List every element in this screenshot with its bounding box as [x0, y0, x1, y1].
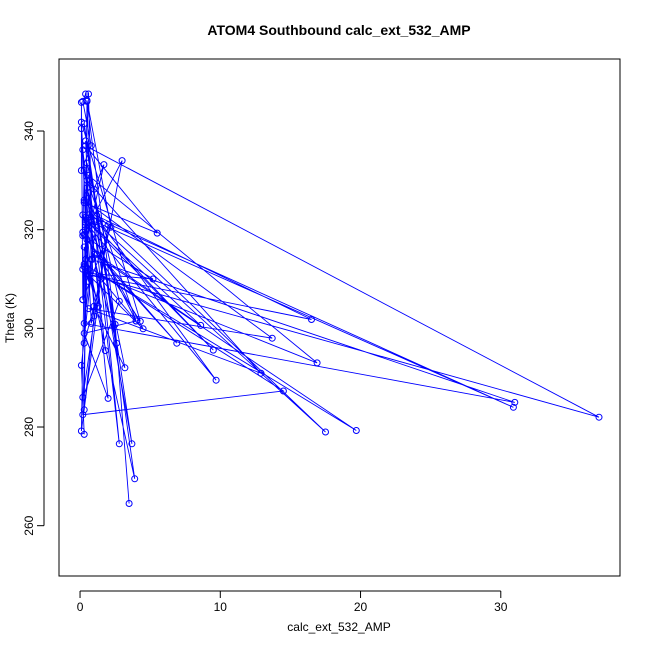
data-point	[153, 229, 161, 237]
chart-title: ATOM4 Southbound calc_ext_532_AMP	[207, 22, 470, 38]
data-point	[104, 394, 112, 402]
data-point	[80, 243, 88, 251]
data-point	[111, 320, 119, 328]
data-point	[80, 167, 88, 174]
data-point	[94, 302, 102, 310]
data-point	[80, 430, 88, 438]
data-point	[79, 232, 87, 240]
data-point	[82, 255, 90, 263]
data-point	[100, 161, 108, 169]
data-point	[97, 275, 105, 283]
data-point	[80, 199, 88, 207]
y-tick-label: 300	[22, 318, 36, 338]
data-point	[77, 167, 85, 174]
data-point	[212, 376, 220, 384]
data-point	[93, 250, 101, 258]
y-axis-label: Theta (K)	[3, 293, 17, 343]
data-point	[77, 361, 85, 369]
data-point	[82, 137, 90, 145]
y-tick-label: 320	[22, 219, 36, 239]
data-point	[87, 319, 95, 327]
data-point	[79, 411, 87, 419]
series-layer	[77, 90, 603, 507]
data-point	[107, 223, 115, 231]
data-point	[257, 369, 265, 377]
data-point	[139, 325, 147, 333]
data-point	[79, 265, 87, 273]
data-point	[83, 176, 91, 184]
data-point	[115, 440, 123, 448]
data-point	[80, 196, 88, 204]
data-point	[352, 427, 360, 434]
x-axis: 0 10 20 30	[77, 590, 508, 614]
data-point	[79, 228, 87, 236]
data-point	[125, 500, 133, 507]
data-point	[90, 302, 98, 310]
x-tick-label: 20	[354, 600, 368, 614]
x-tick-label: 0	[77, 600, 84, 614]
data-point	[80, 329, 88, 337]
data-point	[80, 406, 88, 414]
data-point	[308, 316, 315, 323]
x-tick-label: 30	[494, 600, 508, 614]
data-point	[77, 98, 85, 106]
x-tick-label: 10	[214, 600, 228, 614]
data-point	[595, 413, 603, 421]
y-axis: 260 280 300 320 340	[22, 121, 45, 536]
data-point	[85, 189, 92, 197]
data-point	[89, 255, 97, 263]
data-point	[80, 339, 88, 347]
data-point	[79, 97, 87, 105]
data-point	[101, 347, 109, 355]
data-point	[118, 157, 126, 165]
x-axis-label: calc_ext_532_AMP	[287, 620, 390, 634]
data-point	[83, 269, 91, 277]
data-point	[128, 440, 136, 448]
data-point	[83, 159, 91, 167]
data-point	[131, 475, 139, 483]
data-point	[83, 184, 91, 192]
data-point	[268, 334, 276, 342]
data-point	[113, 339, 120, 347]
data-point	[80, 319, 88, 327]
data-point	[209, 346, 217, 354]
data-point	[79, 393, 87, 401]
data-point	[173, 339, 181, 347]
data-point	[136, 317, 144, 325]
data-point	[90, 250, 98, 258]
data-point	[79, 296, 87, 304]
data-point	[279, 387, 287, 395]
data-point	[149, 275, 157, 283]
data-point	[82, 216, 90, 224]
plot-frame	[58, 58, 621, 577]
data-point	[80, 260, 88, 268]
y-tick-label: 260	[22, 515, 36, 535]
data-point	[82, 90, 90, 98]
data-point	[85, 278, 92, 285]
data-point	[90, 312, 98, 320]
data-point	[85, 171, 92, 179]
data-point	[511, 398, 519, 406]
data-point	[322, 428, 329, 436]
y-tick-label: 280	[22, 417, 36, 437]
data-point	[83, 236, 91, 244]
data-point	[85, 90, 92, 98]
data-point	[509, 403, 517, 411]
data-point	[121, 364, 129, 372]
data-point	[92, 218, 99, 226]
data-point	[85, 305, 92, 313]
data-point	[115, 297, 123, 305]
data-point	[87, 142, 95, 150]
data-point	[90, 185, 98, 193]
data-point	[197, 321, 205, 329]
data-point	[313, 359, 321, 367]
y-tick-label: 340	[22, 121, 36, 141]
data-point	[82, 218, 90, 226]
data-point	[132, 317, 140, 325]
data-point	[80, 120, 88, 128]
